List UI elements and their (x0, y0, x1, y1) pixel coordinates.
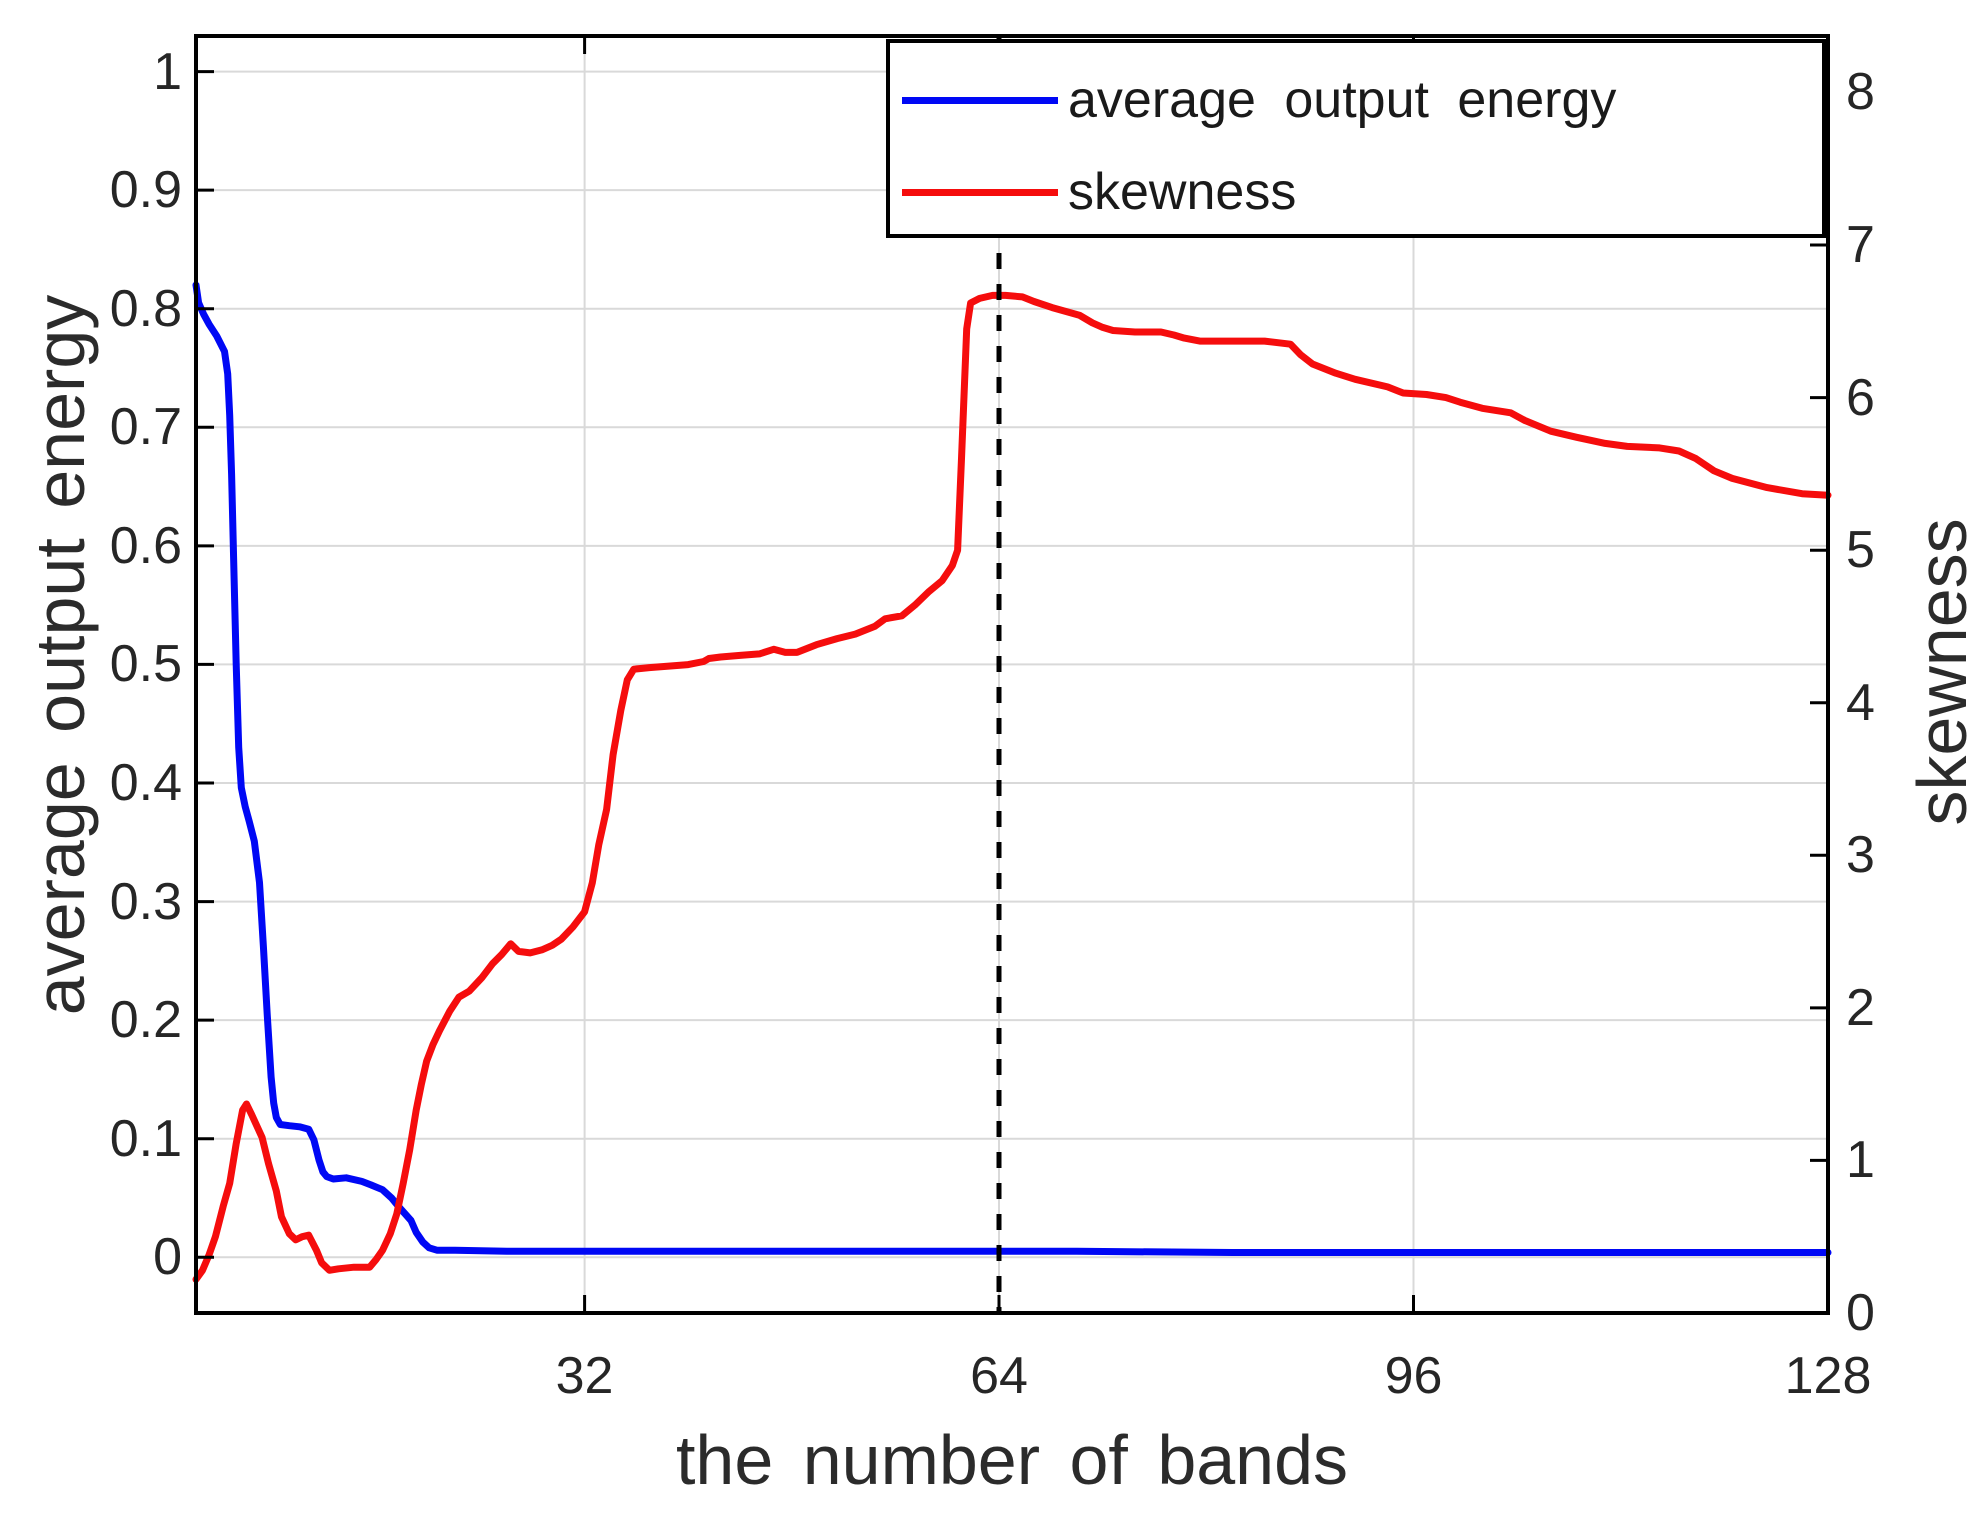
legend-label: average output energy (1068, 71, 1617, 129)
left-y-tick-label: 0.9 (109, 161, 182, 220)
left-y-tick-label: 0.2 (109, 991, 182, 1050)
series-line-left (192, 281, 1832, 1256)
right-y-tick-label: 6 (1846, 368, 1875, 427)
left-y-tick-label: 1 (153, 42, 182, 101)
legend-label: skewness (1068, 163, 1297, 221)
legend-item-skewness: skewness (902, 162, 1296, 222)
right-y-tick-label: 0 (1846, 1284, 1875, 1342)
left-y-axis-label: average output energy (21, 294, 99, 1016)
left-y-tick-label: 0.4 (109, 753, 182, 812)
right-y-tick-label: 4 (1846, 673, 1875, 732)
right-y-tick-label: 7 (1846, 216, 1875, 275)
x-tick-label: 128 (1784, 1347, 1872, 1405)
left-y-tick-label: 0.8 (109, 279, 182, 338)
series-line-right (192, 291, 1832, 1283)
left-y-tick-label: 0.6 (109, 516, 182, 575)
x-axis-label: the number of bands (675, 1421, 1349, 1499)
x-tick-label: 96 (1384, 1347, 1443, 1405)
x-tick-label: 32 (555, 1347, 614, 1405)
legend-line-swatch-red (902, 188, 1058, 196)
right-y-tick-label: 3 (1846, 826, 1875, 885)
left-y-tick-label: 0.7 (109, 398, 182, 457)
legend-line-swatch-blue (902, 96, 1058, 104)
right-y-tick-label: 5 (1846, 521, 1875, 580)
left-y-tick-label: 0 (153, 1228, 182, 1287)
right-y-tick-label: 8 (1846, 63, 1875, 122)
legend: average output energy skewness (886, 39, 1826, 238)
left-y-tick-label: 0.3 (109, 872, 182, 931)
left-y-tick-label: 0.1 (109, 1109, 182, 1168)
right-y-axis-label: skewness (1903, 518, 1981, 826)
x-tick-label: 64 (970, 1347, 1028, 1405)
right-y-tick-label: 2 (1846, 978, 1875, 1037)
left-y-tick-label: 0.5 (109, 635, 182, 694)
plot-border (194, 34, 1830, 1315)
legend-item-average-output-energy: average output energy (902, 70, 1616, 130)
right-y-tick-label: 1 (1846, 1131, 1875, 1190)
